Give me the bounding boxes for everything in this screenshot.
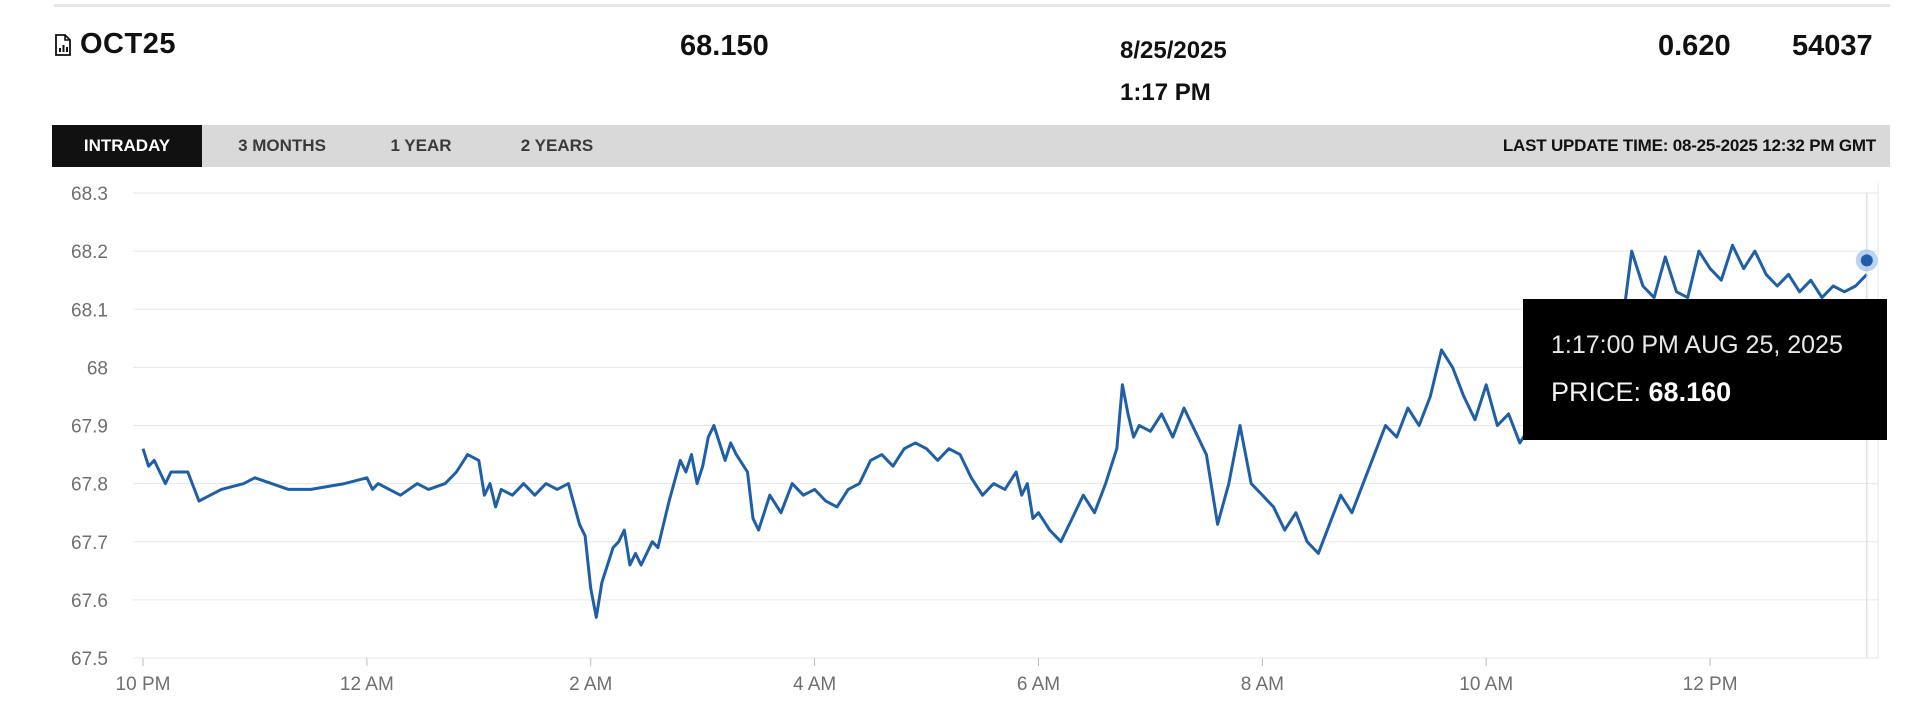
last-update-time: LAST UPDATE TIME: 08-25-2025 12:32 PM GM… xyxy=(1502,136,1876,155)
intraday-price-chart[interactable]: 68.3 68.2 68.1 68 67.9 67.8 67.7 67.6 67.5 10 PM… xyxy=(0,170,1920,723)
quote-time: 1:17 PM xyxy=(1120,79,1211,106)
x-tick-label: 6 AM xyxy=(1017,674,1060,695)
tab-intraday[interactable]: INTRADAY xyxy=(52,125,202,167)
y-tick-label: 68 xyxy=(87,358,108,379)
x-tick-label: 2 AM xyxy=(569,674,612,695)
tab-2-years[interactable]: 2 YEARS xyxy=(520,136,594,155)
quote-datetime: 8/25/2025 1:17 PM xyxy=(1120,30,1227,114)
y-tick-label: 67.9 xyxy=(71,417,108,438)
y-tick-label: 67.7 xyxy=(71,533,108,554)
tooltip-price-value: 68.160 xyxy=(1648,377,1732,407)
x-tick-label: 4 AM xyxy=(793,674,836,695)
volume: 54037 xyxy=(1792,30,1873,62)
document-chart-icon xyxy=(55,33,71,56)
x-tick-label: 10 AM xyxy=(1459,674,1513,695)
tooltip-price: PRICE: 68.160 xyxy=(1551,377,1731,408)
tooltip-price-label: PRICE: xyxy=(1551,377,1649,407)
y-axis: 68.3 68.2 68.1 68 67.9 67.8 67.7 67.6 67.5 xyxy=(71,184,108,670)
quote-summary: OCT25 68.150 8/25/2025 1:17 PM 0.620 540… xyxy=(54,28,1890,106)
x-axis: 10 PM 12 AM 2 AM 4 AM 6 AM 8 AM 10 AM 12 PM xyxy=(116,658,1738,695)
price-change: 0.620 xyxy=(1658,30,1731,62)
tab-1-year[interactable]: 1 YEAR xyxy=(390,136,452,155)
x-tick-label: 8 AM xyxy=(1241,674,1284,695)
contract-symbol: OCT25 xyxy=(80,28,176,60)
last-price: 68.150 xyxy=(680,30,769,62)
y-tick-label: 68.1 xyxy=(71,300,108,321)
top-divider xyxy=(54,4,1890,7)
price-tooltip: 1:17:00 PM AUG 25, 2025 PRICE: 68.160 xyxy=(1523,299,1887,440)
symbol-block: OCT25 xyxy=(54,28,176,61)
y-tick-label: 67.5 xyxy=(71,649,108,670)
y-tick-label: 68.2 xyxy=(71,242,108,263)
y-tick-label: 67.8 xyxy=(71,475,108,496)
y-tick-label: 68.3 xyxy=(71,184,108,205)
range-tabbar: INTRADAY 3 MONTHS 1 YEAR 2 YEARS LAST UP… xyxy=(52,125,1890,167)
hover-marker xyxy=(1860,254,1873,267)
quote-date: 8/25/2025 xyxy=(1120,37,1227,64)
chart-grid xyxy=(133,183,1879,659)
x-tick-label: 12 PM xyxy=(1683,674,1738,695)
y-tick-label: 67.6 xyxy=(71,591,108,612)
tab-3-months[interactable]: 3 MONTHS xyxy=(238,136,326,155)
tooltip-time: 1:17:00 PM AUG 25, 2025 xyxy=(1551,331,1843,359)
x-tick-label: 12 AM xyxy=(340,674,394,695)
x-tick-label: 10 PM xyxy=(116,674,171,695)
